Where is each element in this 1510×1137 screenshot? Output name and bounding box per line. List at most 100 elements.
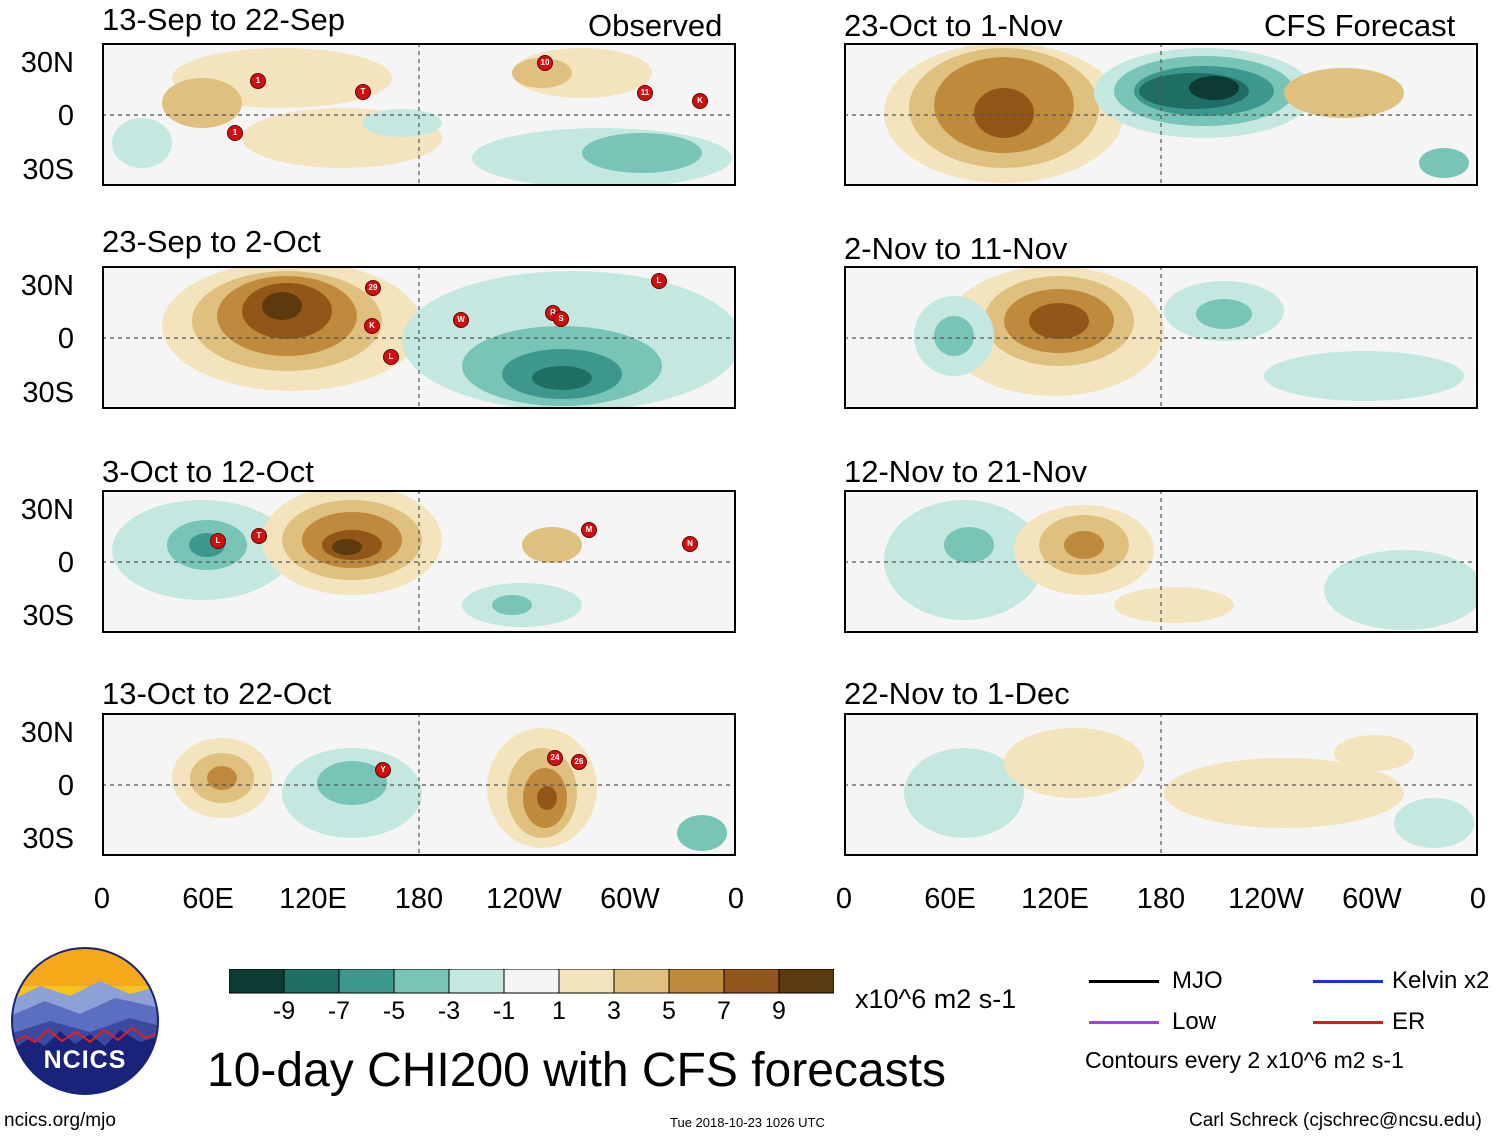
map-chart bbox=[844, 266, 1478, 409]
y-label-30s: 30S bbox=[22, 377, 74, 409]
colorbar-swatch bbox=[723, 968, 780, 994]
colorbar-swatch bbox=[338, 968, 395, 994]
map-chart bbox=[844, 43, 1478, 186]
x-label-120w: 120W bbox=[486, 883, 562, 915]
legend-line-kelvin bbox=[1313, 980, 1383, 983]
colorbar bbox=[228, 968, 835, 999]
x-label-60e: 60E bbox=[182, 883, 234, 915]
map-chart bbox=[844, 490, 1478, 633]
map-panel-22nov-1dec bbox=[844, 713, 1478, 856]
colorbar-swatch bbox=[558, 968, 615, 994]
x-label-120e: 120E bbox=[279, 883, 347, 915]
colorbar-label: 3 bbox=[607, 997, 621, 1025]
colorbar-label: 1 bbox=[552, 997, 566, 1025]
storm-marker: N bbox=[682, 536, 698, 552]
map-panel-13sep-22sep bbox=[102, 43, 736, 186]
storm-marker: 26 bbox=[571, 754, 587, 770]
panel-title-6: 2-Nov to 11-Nov bbox=[844, 231, 1068, 266]
y-label-30n: 30N bbox=[20, 270, 74, 302]
colorbar-swatch bbox=[778, 968, 835, 994]
panel-title-3: 3-Oct to 12-Oct bbox=[102, 454, 314, 489]
storm-marker: 11 bbox=[637, 85, 653, 101]
storm-marker: T bbox=[355, 84, 371, 100]
storm-marker: W bbox=[453, 312, 469, 328]
colorbar-label: -1 bbox=[492, 997, 516, 1025]
colorbar-swatch bbox=[283, 968, 340, 994]
colorbar-label: 5 bbox=[662, 997, 676, 1025]
map-panel-3oct-12oct bbox=[102, 490, 736, 633]
map-panel-23sep-2oct bbox=[102, 266, 736, 409]
storm-marker: 1 bbox=[250, 73, 266, 89]
legend-line-low bbox=[1089, 1021, 1159, 1024]
contour-note: Contours every 2 x10^6 m2 s-1 bbox=[1085, 1047, 1404, 1073]
y-label-30n: 30N bbox=[20, 717, 74, 749]
panel-title-5: 23-Oct to 1-Nov bbox=[844, 8, 1063, 43]
map-panel-13oct-22oct bbox=[102, 713, 736, 856]
x-label-60e: 60E bbox=[924, 883, 976, 915]
y-label-eq: 0 bbox=[57, 547, 74, 579]
storm-marker: M bbox=[581, 522, 597, 538]
panel-title-1: 13-Sep to 22-Sep bbox=[102, 2, 346, 37]
colorbar-label: -3 bbox=[437, 997, 461, 1025]
x-label-60w: 60W bbox=[1342, 883, 1402, 915]
storm-marker: 10 bbox=[537, 55, 553, 71]
storm-marker: T bbox=[251, 528, 267, 544]
y-label-30s: 30S bbox=[22, 154, 74, 186]
map-panel-23oct-1nov bbox=[844, 43, 1478, 186]
map-chart bbox=[102, 713, 736, 856]
map-chart bbox=[102, 43, 736, 186]
x-label-0: 0 bbox=[727, 883, 745, 915]
map-chart bbox=[844, 713, 1478, 856]
y-label-30n: 30N bbox=[20, 494, 74, 526]
y-label-eq: 0 bbox=[57, 323, 74, 355]
y-label-eq: 0 bbox=[57, 770, 74, 802]
y-label-eq: 0 bbox=[57, 100, 74, 132]
map-panel-12nov-21nov bbox=[844, 490, 1478, 633]
y-label-30s: 30S bbox=[22, 600, 74, 632]
panel-title-7: 12-Nov to 21-Nov bbox=[844, 454, 1087, 489]
x-label-0: 0 bbox=[835, 883, 853, 915]
colorbar-label: -9 bbox=[272, 997, 296, 1025]
legend-label-er: ER bbox=[1392, 1008, 1426, 1035]
map-panel-2nov-11nov bbox=[844, 266, 1478, 409]
observed-header: Observed bbox=[588, 8, 723, 43]
legend-label-low: Low bbox=[1172, 1008, 1217, 1035]
colorbar-units: x10^6 m2 s-1 bbox=[855, 984, 1017, 1014]
storm-marker: S bbox=[553, 311, 569, 327]
x-label-0: 0 bbox=[93, 883, 111, 915]
legend-line-er bbox=[1313, 1021, 1383, 1024]
storm-marker: L bbox=[651, 273, 667, 289]
storm-marker: K bbox=[364, 318, 380, 334]
colorbar-label: -7 bbox=[327, 997, 351, 1025]
x-label-60w: 60W bbox=[600, 883, 660, 915]
colorbar-label: 7 bbox=[717, 997, 731, 1025]
colorbar-swatch bbox=[228, 968, 285, 994]
colorbar-swatch bbox=[613, 968, 670, 994]
footer-author: Carl Schreck (cjschrec@ncsu.edu) bbox=[1189, 1110, 1482, 1131]
panel-title-2: 23-Sep to 2-Oct bbox=[102, 224, 321, 259]
storm-marker: 1 bbox=[227, 125, 243, 141]
main-title: 10-day CHI200 with CFS forecasts bbox=[207, 1044, 946, 1097]
footer-url[interactable]: ncics.org/mjo bbox=[4, 1110, 116, 1131]
colorbar-swatch bbox=[393, 968, 450, 994]
x-label-120w: 120W bbox=[1228, 883, 1304, 915]
storm-marker: 29 bbox=[365, 280, 381, 296]
colorbar-swatch bbox=[448, 968, 505, 994]
y-label-30n: 30N bbox=[20, 47, 74, 79]
legend-line-mjo bbox=[1089, 980, 1159, 983]
storm-marker: Y bbox=[375, 762, 391, 778]
storm-marker: 24 bbox=[547, 750, 563, 766]
panel-title-4: 13-Oct to 22-Oct bbox=[102, 676, 332, 711]
storm-marker: L bbox=[383, 349, 399, 365]
colorbar-label: 9 bbox=[772, 997, 786, 1025]
storm-marker: L bbox=[210, 533, 226, 549]
ncics-logo-graphic bbox=[11, 947, 159, 1095]
ncics-logo[interactable]: NCICS bbox=[10, 946, 160, 1096]
footer-timestamp: Tue 2018-10-23 1026 UTC bbox=[670, 1115, 825, 1130]
panel-title-8: 22-Nov to 1-Dec bbox=[844, 676, 1070, 711]
storm-marker: K bbox=[692, 93, 708, 109]
x-label-120e: 120E bbox=[1021, 883, 1089, 915]
ncics-logo-text: NCICS bbox=[43, 1046, 127, 1074]
legend-label-mjo: MJO bbox=[1172, 967, 1223, 994]
colorbar-label: -5 bbox=[382, 997, 406, 1025]
